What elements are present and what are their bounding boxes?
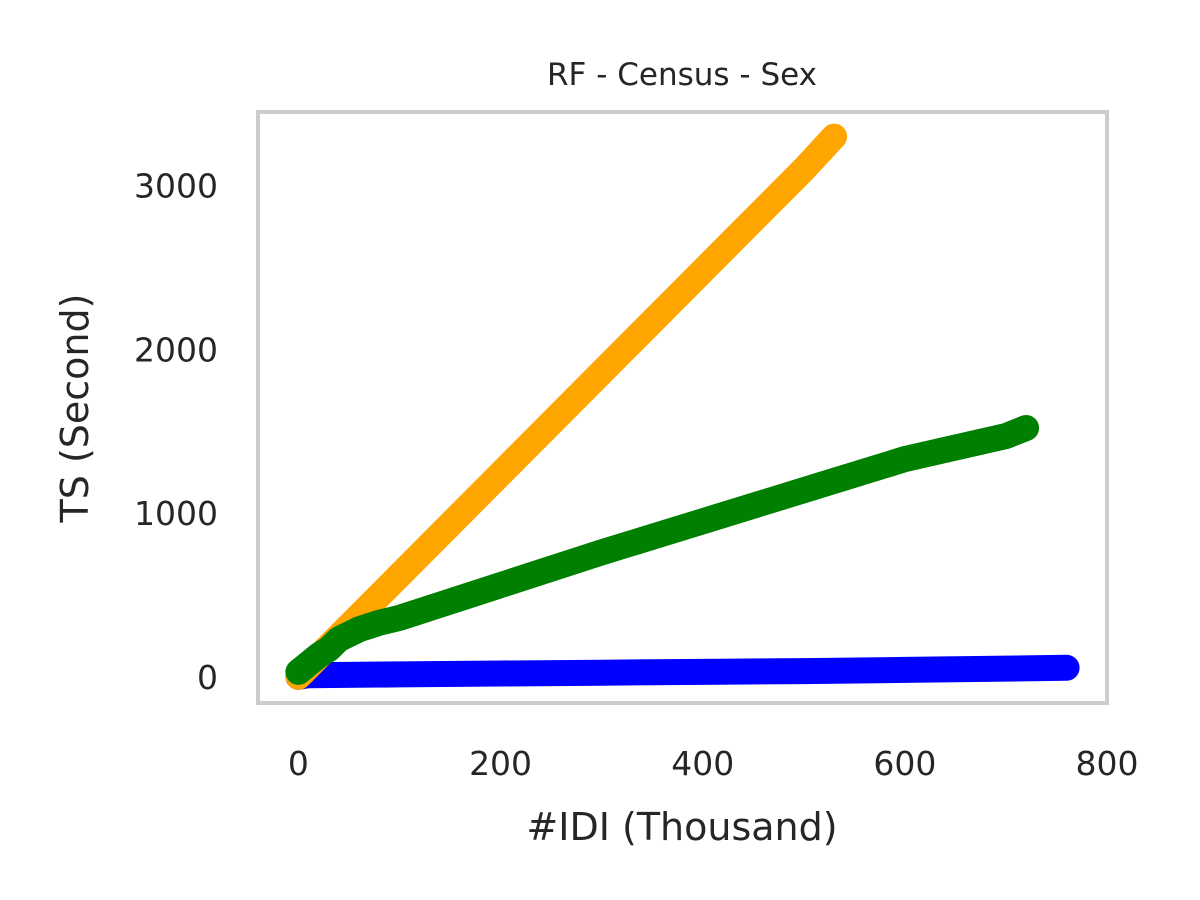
series-layer xyxy=(285,123,1080,690)
y-tick-label: 0 xyxy=(197,658,218,697)
y-axis-label: TS (Second) xyxy=(53,294,97,524)
series-line-0 xyxy=(285,654,1080,690)
series-line-1 xyxy=(285,123,848,690)
x-tick-label: 0 xyxy=(288,744,309,783)
x-tick-label: 400 xyxy=(671,744,734,783)
x-tick-label: 600 xyxy=(873,744,936,783)
x-tick-label: 800 xyxy=(1076,744,1139,783)
chart-title: RF - Census - Sex xyxy=(547,57,817,93)
y-axis-ticks: 0 1000 2000 3000 xyxy=(134,167,218,697)
y-tick-label: 1000 xyxy=(134,494,218,533)
y-tick-label: 3000 xyxy=(134,167,218,206)
plot-area xyxy=(256,110,1109,705)
x-axis-ticks: 0 200 400 600 800 xyxy=(288,744,1139,783)
y-tick-label: 2000 xyxy=(134,330,218,369)
x-tick-label: 200 xyxy=(469,744,532,783)
x-axis-label: #IDI (Thousand) xyxy=(526,805,837,849)
series-line-2 xyxy=(285,415,1040,685)
